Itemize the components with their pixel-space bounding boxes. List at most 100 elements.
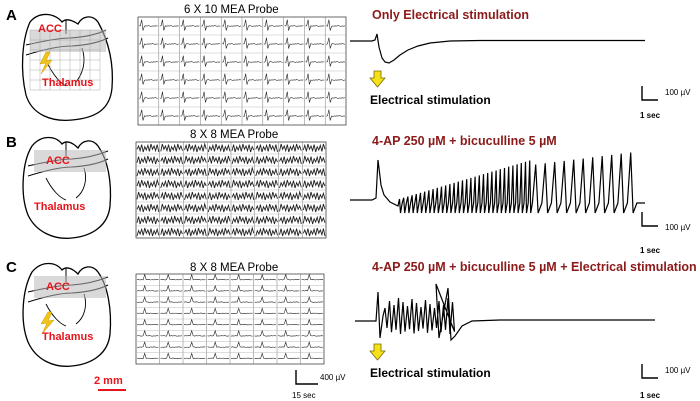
mea-channel-trace	[284, 73, 304, 85]
mea-channel-trace	[305, 55, 325, 67]
mea-channel-trace	[138, 91, 158, 103]
mea-channel-trace	[254, 341, 277, 348]
mea-channel-trace	[301, 318, 324, 326]
mea-channel-trace	[230, 284, 253, 292]
panel-a-stim-label: Electrical stimulation	[370, 93, 491, 107]
mea-channel-trace	[254, 296, 277, 303]
mea-channel-trace	[160, 307, 183, 315]
mea-channel-trace	[136, 203, 160, 213]
mea-channel-trace	[207, 307, 230, 315]
mea-channel-trace	[207, 203, 231, 213]
lightning-icon	[40, 311, 55, 335]
thalamus-label: Thalamus	[42, 77, 93, 89]
panel-a-condition: Only Electrical stimulation	[372, 8, 529, 22]
mea-channel-trace	[180, 91, 200, 103]
mea-channel-trace	[160, 215, 183, 225]
mea-channel-trace	[284, 19, 304, 31]
mea-channel-trace	[305, 73, 325, 85]
mea-channel-trace	[159, 109, 179, 121]
mea-channel-trace	[222, 19, 242, 31]
mea-channel-trace	[184, 202, 207, 213]
panel-c-brain-slice: ACC Thalamus	[22, 262, 112, 367]
panel-c-mea-scale-bar	[295, 370, 318, 385]
mea-channel-trace	[230, 273, 253, 281]
mea-channel-trace	[207, 329, 230, 337]
mea-channel-trace	[230, 307, 253, 315]
panel-b-scale-voltage: 100 µV	[665, 223, 691, 232]
mea-channel-trace	[302, 227, 326, 237]
mea-channel-trace	[160, 273, 183, 281]
panel-b-scale-bar	[641, 212, 658, 227]
mea-channel-trace	[184, 215, 207, 225]
panel-a: A ACC Thalamus 6 X 10 MEA Probe O	[6, 4, 691, 126]
mea-channel-trace	[301, 296, 324, 303]
panel-c-scale-voltage: 100 µV	[665, 366, 691, 375]
panel-a-brain-slice: ACC Thalamus	[21, 13, 114, 121]
mea-channel-trace	[254, 307, 277, 315]
panel-b: B ACC Thalamus 8 X 8 MEA Probe 4-AP 250 …	[6, 129, 691, 255]
mea-channel-trace	[136, 143, 160, 153]
mea-overlay-grid	[29, 29, 101, 91]
mea-channel-trace	[136, 273, 159, 281]
mea-channel-trace	[302, 179, 326, 189]
mea-channel-trace	[279, 227, 302, 237]
mea-channel-trace	[302, 191, 326, 201]
mea-channel-trace	[255, 143, 278, 153]
mea-channel-trace	[242, 109, 262, 121]
mea-channel-trace	[326, 73, 346, 85]
panel-c-mea-scale-time: 15 sec	[292, 391, 316, 400]
panel-b-mea-grid	[135, 141, 327, 239]
mea-channel-trace	[184, 155, 207, 165]
mea-channel-trace	[301, 284, 324, 292]
mea-channel-trace	[305, 19, 325, 31]
mea-channel-trace	[279, 179, 302, 189]
mea-channel-trace	[207, 155, 231, 165]
mea-channel-trace	[301, 307, 324, 315]
panel-c-condition: 4-AP 250 µM + bicuculline 5 µM + Electri…	[372, 260, 697, 274]
panel-a-mea-grid	[137, 16, 347, 126]
mea-channel-trace	[136, 307, 159, 315]
mea-channel-trace	[184, 179, 207, 189]
mea-channel-trace	[136, 178, 160, 189]
mea-channel-trace	[254, 352, 277, 360]
panel-a-trace	[350, 33, 645, 64]
mea-channel-trace	[183, 352, 206, 360]
mea-channel-trace	[231, 143, 255, 153]
mea-channel-trace	[326, 37, 346, 49]
mea-channel-trace	[159, 19, 179, 31]
mea-channel-trace	[136, 341, 159, 348]
panel-c-mea-grid	[135, 273, 325, 365]
mea-channel-trace	[279, 215, 302, 225]
mea-channel-trace	[136, 155, 160, 165]
panel-c-scale-bar	[641, 364, 658, 379]
mea-channel-trace	[222, 91, 242, 103]
mea-channel-trace	[254, 273, 277, 281]
mea-channel-trace	[231, 226, 255, 237]
mea-channel-trace	[305, 37, 325, 49]
panel-c-stim-label: Electrical stimulation	[370, 366, 491, 380]
mea-channel-trace	[279, 203, 302, 213]
acc-highlight	[30, 30, 106, 52]
mea-channel-trace	[230, 329, 253, 337]
mea-channel-trace	[255, 155, 278, 165]
mea-channel-trace	[255, 215, 278, 225]
mea-channel-trace	[160, 329, 183, 337]
mea-channel-trace	[231, 215, 255, 225]
mea-channel-trace	[180, 55, 200, 67]
mea-channel-trace	[231, 179, 255, 189]
mea-channel-trace	[222, 73, 242, 85]
mea-channel-trace	[207, 227, 231, 237]
mea-channel-trace	[160, 227, 183, 237]
mea-channel-trace	[326, 109, 346, 121]
mea-channel-trace	[184, 191, 207, 201]
mea-channel-trace	[302, 215, 326, 225]
mea-channel-trace	[160, 341, 183, 348]
mea-channel-trace	[277, 273, 300, 281]
mea-channel-trace	[207, 341, 230, 348]
mea-channel-trace	[207, 179, 231, 189]
mea-channel-trace	[263, 55, 283, 67]
mea-channel-trace	[301, 273, 324, 281]
mea-channel-trace	[302, 203, 326, 213]
mea-channel-trace	[201, 19, 221, 31]
